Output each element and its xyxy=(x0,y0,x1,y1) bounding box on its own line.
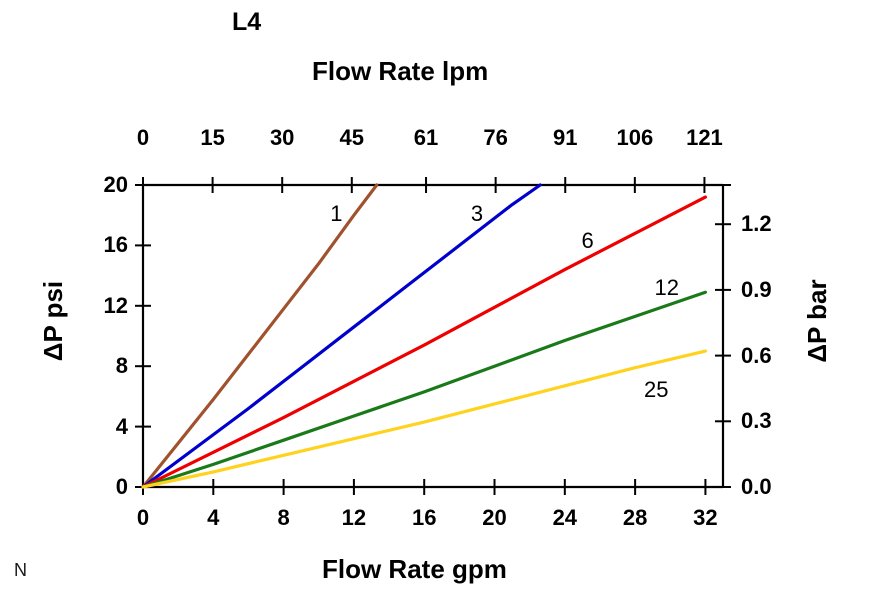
data-curves xyxy=(141,183,708,489)
tick-label-left: 0 xyxy=(115,474,128,499)
curve-label-1: 1 xyxy=(330,200,343,226)
curve-label-6: 6 xyxy=(581,227,594,253)
tick-label-top: 106 xyxy=(616,125,654,150)
tick-label-bottom: 28 xyxy=(622,505,648,530)
curve-12 xyxy=(141,290,708,489)
tick-label-top: 76 xyxy=(483,125,508,150)
top-axis-title: Flow Rate lpm xyxy=(312,56,489,86)
tick-label-left: 20 xyxy=(103,172,128,197)
tick-label-bottom: 0 xyxy=(136,505,150,530)
tick-label-right: 0.3 xyxy=(741,408,772,434)
tick-label-left: 12 xyxy=(103,292,128,318)
tick-label-top: 121 xyxy=(686,125,723,150)
tick-label-bottom: 4 xyxy=(207,505,220,530)
tick-label-left: 16 xyxy=(103,232,128,258)
tick-label-bottom: 20 xyxy=(482,505,507,530)
tick-label-bottom: 12 xyxy=(341,505,367,530)
tick-label-left: 8 xyxy=(115,353,128,379)
tick-label-left: 4 xyxy=(115,413,128,439)
bottom-axis-title: Flow Rate gpm xyxy=(322,554,507,584)
curve-label-3: 3 xyxy=(470,200,484,226)
tick-label-right: 0.0 xyxy=(741,474,772,499)
tick-label-top: 15 xyxy=(200,125,225,150)
tick-label-top: 0 xyxy=(136,125,150,150)
tick-label-bottom: 32 xyxy=(693,505,718,530)
tick-label-right: 0.6 xyxy=(741,342,772,368)
corner-mark: N xyxy=(14,560,27,580)
curve-6 xyxy=(141,195,708,489)
tick-label-top: 91 xyxy=(552,125,578,150)
tick-label-bottom: 8 xyxy=(277,505,290,530)
tick-label-right: 1.2 xyxy=(741,211,772,237)
curve-label-12: 12 xyxy=(654,274,679,300)
tick-label-bottom: 16 xyxy=(411,505,437,530)
axis-ticks xyxy=(135,177,731,495)
axes-frame xyxy=(141,183,725,489)
curve-label-25: 25 xyxy=(643,377,669,403)
tick-label-top: 30 xyxy=(269,125,295,150)
chart-title: L4 xyxy=(232,8,262,36)
curve-1 xyxy=(141,183,379,489)
curve-25 xyxy=(141,349,708,489)
curve-3 xyxy=(141,183,542,489)
tick-label-right: 0.9 xyxy=(741,276,772,302)
tick-label-bottom: 24 xyxy=(552,505,578,530)
tick-label-top: 45 xyxy=(339,125,365,150)
tick-label-top: 61 xyxy=(413,125,439,150)
